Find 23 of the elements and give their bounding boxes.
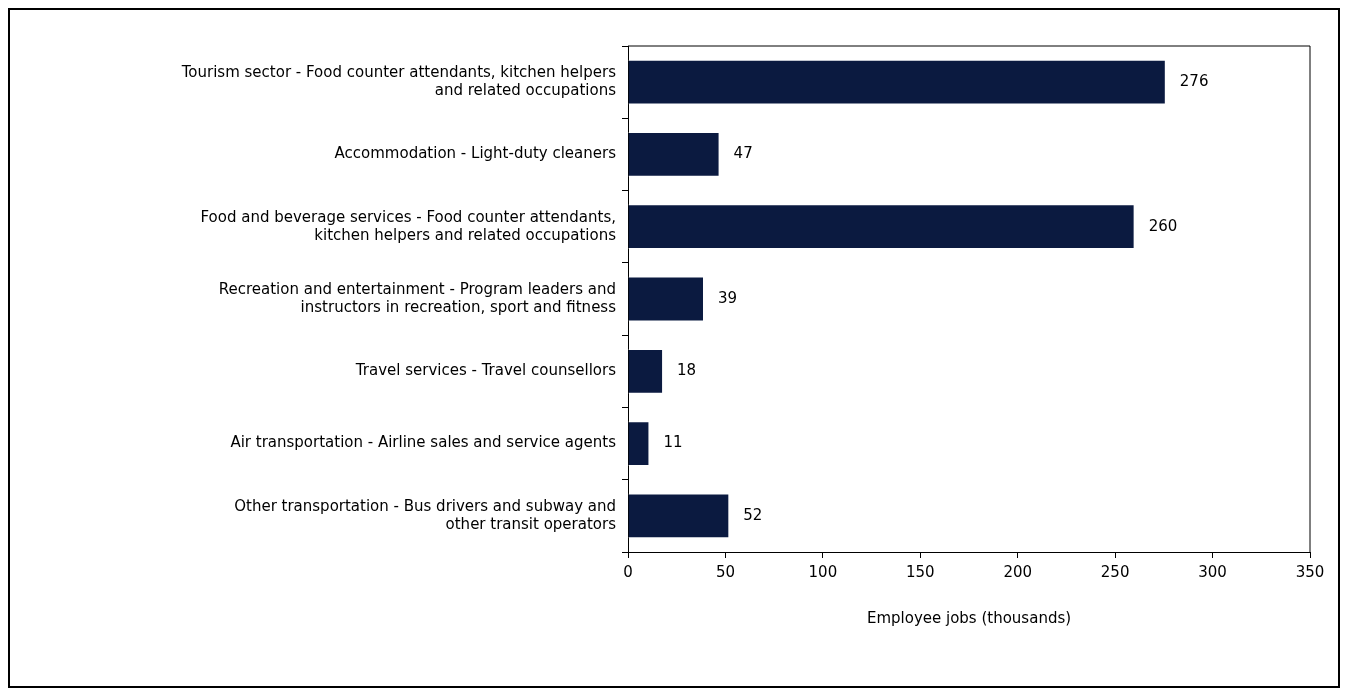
y-tick-label: Tourism sector - Food counter attendants, kitchen helpers and related occupations	[180, 63, 617, 100]
x-tick-label: 250	[1100, 562, 1130, 581]
x-tick-label: 0	[623, 562, 633, 581]
data-label: 260	[1148, 216, 1178, 235]
x-tick-label: 200	[1003, 562, 1033, 581]
y-tick-label: Food and beverage services - Food counter attendants, kitchen helpers and related occupations	[200, 207, 617, 244]
x-tick-label: 350	[1295, 562, 1325, 581]
y-tick-label: Accommodation - Light-duty cleaners	[334, 144, 617, 163]
data-label: 11	[663, 433, 683, 452]
x-tick-label: 300	[1198, 562, 1227, 581]
data-label: 47	[733, 144, 753, 163]
data-label: 39	[717, 288, 738, 307]
y-tick-label: Travel services - Travel counsellors	[354, 361, 617, 380]
y-tick-label: Air transportation - Airline sales and service agents	[230, 433, 617, 452]
y-tick-label: Recreation and entertainment - Program leaders and instructors in recreation, sport and fitness	[218, 279, 617, 316]
x-tick-label: 150	[905, 562, 935, 581]
data-label: 18	[677, 361, 697, 380]
y-tick-label: Other transportation - Bus drivers and subway and other transit operators	[234, 496, 617, 533]
data-label: 276	[1179, 72, 1209, 91]
x-tick-label: 50	[715, 562, 735, 581]
x-tick-label: 100	[808, 562, 838, 581]
data-label: 52	[743, 505, 763, 524]
x-axis-title: Employee jobs (thousands)	[866, 608, 1072, 627]
